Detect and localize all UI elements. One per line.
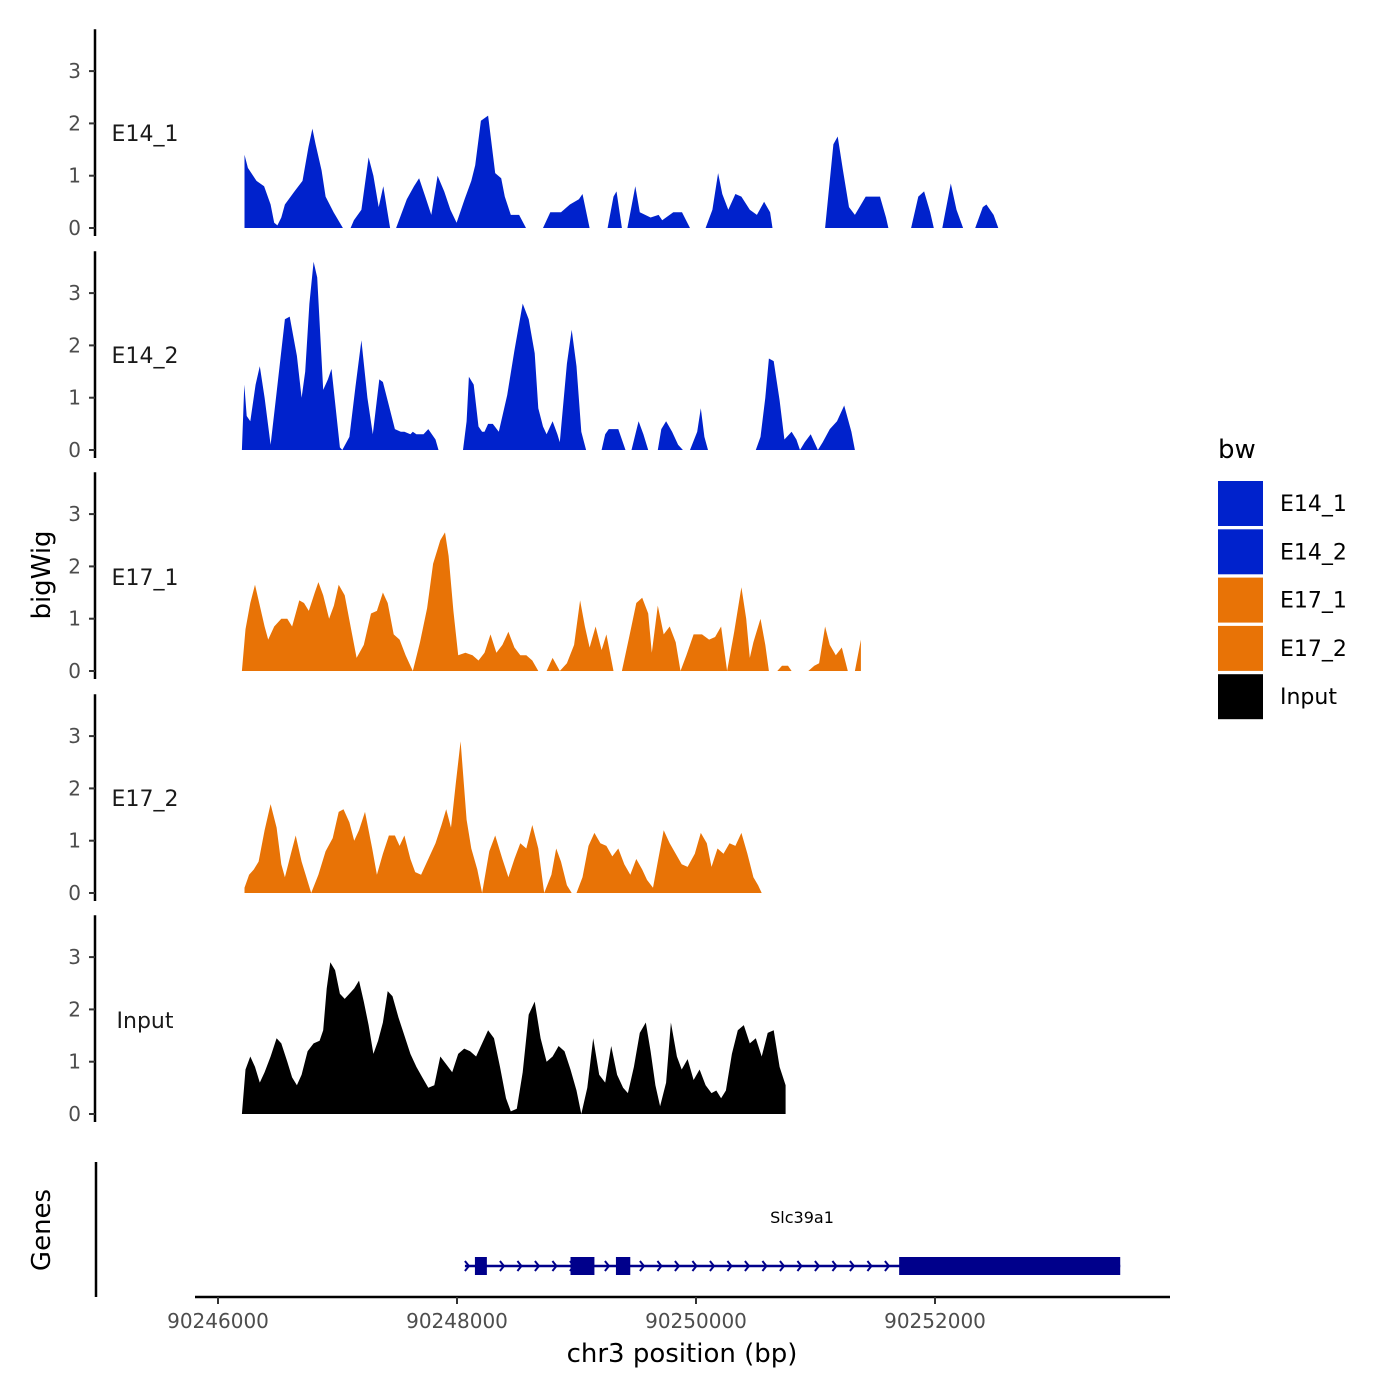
gene-exon [615, 1257, 631, 1275]
legend-key [1218, 529, 1263, 575]
strand-chevron [779, 1260, 786, 1272]
strand-chevron [866, 1260, 873, 1272]
x-tick-label: 90250000 [645, 1309, 747, 1333]
legend-label: Input [1280, 685, 1337, 710]
x-axis-title: chr3 position (bp) [567, 1339, 798, 1369]
x-axis-ticks: 90246000 90248000 90250000 90252000 [167, 1297, 986, 1333]
y-tick-label: 0 [68, 438, 81, 462]
gene-annotation-panel: Genes Slc39a1 [27, 1162, 1121, 1297]
track-label: E17_1 [112, 566, 179, 591]
y-tick-label: 2 [68, 554, 81, 578]
strand-chevron [534, 1260, 541, 1272]
track-E17_2: 0 1 2 3 E17_2 [68, 694, 762, 905]
y-tick-label: 2 [68, 333, 81, 357]
strand-chevron [796, 1260, 803, 1272]
y-axis-title: bigWig [27, 530, 57, 619]
strand-chevron [814, 1260, 821, 1272]
signal-area-E17_1 [241, 532, 861, 671]
strand-chevron [691, 1260, 698, 1272]
strand-chevron [884, 1260, 891, 1272]
track-E17_1: 0 1 2 3 E17_1 [68, 472, 861, 683]
legend-label: E14_2 [1280, 540, 1347, 565]
legend-item-E14_1: E14_1 [1218, 481, 1347, 526]
gene-model [464, 1257, 1121, 1275]
strand-chevron [744, 1260, 751, 1272]
strand-chevron [516, 1260, 523, 1272]
legend-label: E17_2 [1280, 637, 1347, 662]
y-tick-label: 3 [68, 945, 81, 969]
y-tick-label: 2 [68, 776, 81, 800]
y-tick-label: 2 [68, 997, 81, 1021]
strand-chevron [464, 1260, 471, 1272]
signal-area-E14_2 [241, 261, 855, 450]
y-tick-label: 1 [68, 607, 81, 631]
signal-area-Input [241, 962, 786, 1114]
y-tick-label: 0 [68, 216, 81, 240]
gene-exon [899, 1257, 1121, 1275]
strand-chevron [761, 1260, 768, 1272]
genes-panel-title: Genes [27, 1189, 57, 1271]
track-Input: 0 1 2 3 Input [68, 915, 786, 1126]
track-E14_2: 0 1 2 3 E14_2 [68, 251, 855, 462]
y-tick-label: 2 [68, 111, 81, 135]
y-tick-label: 1 [68, 164, 81, 188]
x-axis: 90246000 90248000 90250000 90252000 chr3 po… [167, 1295, 1170, 1369]
strand-chevron [639, 1260, 646, 1272]
legend-title: bw [1218, 435, 1256, 465]
x-tick-label: 90246000 [167, 1309, 269, 1333]
strand-chevron [726, 1260, 733, 1272]
y-tick-label: 1 [68, 829, 81, 853]
gene-exon [570, 1257, 595, 1275]
track-label: E14_2 [112, 344, 179, 369]
y-tick-label: 3 [68, 281, 81, 305]
strand-chevron [551, 1260, 558, 1272]
signal-area-E17_2 [244, 741, 762, 893]
track-label: Input [117, 1009, 174, 1034]
legend-item-E17_1: E17_1 [1218, 577, 1347, 623]
y-tick-label: 1 [68, 386, 81, 410]
strand-chevron [656, 1260, 663, 1272]
x-tick-label: 90248000 [406, 1309, 508, 1333]
strand-chevron [674, 1260, 681, 1272]
legend-label: E17_1 [1280, 589, 1347, 614]
y-tick-label: 3 [68, 724, 81, 748]
y-tick-label: 0 [68, 659, 81, 683]
track-E14_1: 0 1 2 3 E14_1 [68, 29, 999, 240]
legend-key [1218, 625, 1263, 671]
legend-key [1218, 481, 1263, 526]
legend-label: E14_1 [1280, 492, 1347, 517]
y-tick-label: 3 [68, 502, 81, 526]
strand-chevron [499, 1260, 506, 1272]
track-label: E17_2 [112, 787, 179, 812]
legend-item-E17_2: E17_2 [1218, 625, 1347, 671]
y-tick-label: 3 [68, 59, 81, 83]
y-tick-label: 0 [68, 881, 81, 905]
legend-key [1218, 577, 1263, 623]
track-label: E14_1 [112, 122, 179, 147]
signal-area-E14_1 [244, 115, 999, 228]
gene-exon [474, 1257, 487, 1275]
legend-key [1218, 674, 1263, 720]
y-tick-label: 0 [68, 1102, 81, 1126]
gene-name-label: Slc39a1 [770, 1208, 834, 1227]
legend: bw E14_1 E14_2 E17_1 E17_2 Input [1218, 435, 1347, 720]
legend-item-E14_2: E14_2 [1218, 529, 1347, 575]
strand-chevron [849, 1260, 856, 1272]
strand-chevron [604, 1260, 611, 1272]
legend-items: E14_1 E14_2 E17_1 E17_2 Input [1218, 481, 1347, 720]
strand-chevron [709, 1260, 716, 1272]
bigwig-tracks: 0 1 2 3 E14_1 0 1 2 3 E14_2 0 1 2 3 E17_1 0 1 2 3 E17_2 0 1 2 3… [68, 29, 999, 1126]
x-tick-label: 90252000 [884, 1309, 986, 1333]
y-tick-label: 1 [68, 1050, 81, 1074]
strand-chevron [831, 1260, 838, 1272]
legend-item-Input: Input [1218, 674, 1337, 720]
